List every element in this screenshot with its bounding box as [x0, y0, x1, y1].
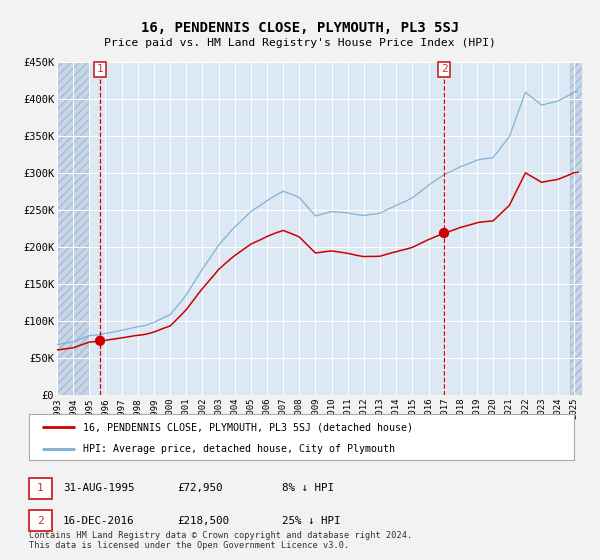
- Point: [95, 337, 105, 346]
- Text: 31-AUG-1995: 31-AUG-1995: [63, 483, 134, 493]
- Text: 25% ↓ HPI: 25% ↓ HPI: [282, 516, 341, 526]
- Point: [439, 228, 449, 237]
- Text: 16-DEC-2016: 16-DEC-2016: [63, 516, 134, 526]
- Bar: [570, 62, 582, 395]
- Text: Price paid vs. HM Land Registry's House Price Index (HPI): Price paid vs. HM Land Registry's House …: [104, 38, 496, 48]
- Text: £72,950: £72,950: [177, 483, 223, 493]
- Text: 8% ↓ HPI: 8% ↓ HPI: [282, 483, 334, 493]
- Text: 2: 2: [37, 516, 44, 526]
- Text: HPI: Average price, detached house, City of Plymouth: HPI: Average price, detached house, City…: [83, 444, 395, 454]
- Text: 16, PENDENNIS CLOSE, PLYMOUTH, PL3 5SJ: 16, PENDENNIS CLOSE, PLYMOUTH, PL3 5SJ: [141, 21, 459, 35]
- Bar: [57, 62, 89, 395]
- Text: Contains HM Land Registry data © Crown copyright and database right 2024.
This d: Contains HM Land Registry data © Crown c…: [29, 530, 412, 550]
- Text: 2: 2: [440, 64, 448, 74]
- Text: 1: 1: [37, 483, 44, 493]
- Text: 16, PENDENNIS CLOSE, PLYMOUTH, PL3 5SJ (detached house): 16, PENDENNIS CLOSE, PLYMOUTH, PL3 5SJ (…: [83, 422, 413, 432]
- Text: 1: 1: [97, 64, 103, 74]
- Text: £218,500: £218,500: [177, 516, 229, 526]
